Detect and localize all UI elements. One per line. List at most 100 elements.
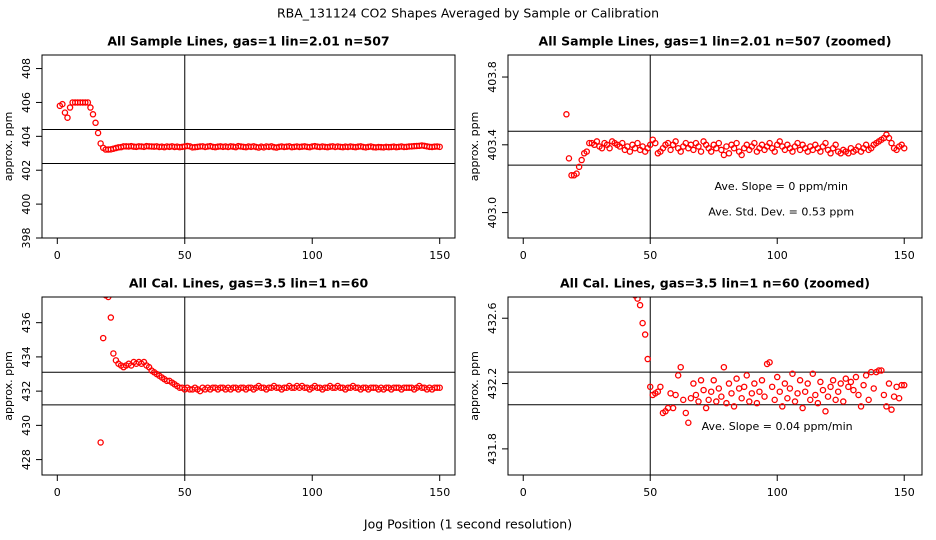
point xyxy=(105,297,112,301)
point xyxy=(87,104,94,111)
x-tick-label: 100 xyxy=(767,249,788,262)
point xyxy=(687,394,695,402)
point xyxy=(84,99,92,106)
point xyxy=(626,148,634,155)
point xyxy=(735,385,743,392)
y-tick-label: 408 xyxy=(20,58,33,79)
point xyxy=(652,139,659,147)
point xyxy=(728,390,735,397)
point xyxy=(97,439,104,446)
x-tick-label: 0 xyxy=(520,249,527,262)
point xyxy=(646,383,654,391)
point xyxy=(695,398,702,405)
point xyxy=(817,378,824,386)
panel-title: All Sample Lines, gas=1 lin=2.01 n=507 xyxy=(107,34,389,49)
point xyxy=(845,383,852,391)
point xyxy=(832,141,839,149)
panel-title: All Cal. Lines, gas=3.5 lin=1 n=60 xyxy=(129,276,369,291)
point xyxy=(685,419,692,426)
point xyxy=(761,393,768,400)
point xyxy=(695,143,702,150)
point xyxy=(794,390,801,397)
point xyxy=(667,146,674,154)
point xyxy=(804,380,811,387)
annotation: Ave. Slope = 0 ppm/min xyxy=(714,180,848,193)
point xyxy=(66,104,74,111)
point xyxy=(636,301,644,309)
point xyxy=(753,399,761,407)
point xyxy=(92,119,99,127)
plot-frame xyxy=(41,54,456,239)
point xyxy=(672,391,679,399)
point xyxy=(743,372,750,379)
point xyxy=(840,398,847,405)
point xyxy=(771,148,778,155)
point xyxy=(829,377,837,384)
point xyxy=(720,363,728,371)
point xyxy=(819,386,827,394)
point xyxy=(733,139,740,147)
point xyxy=(746,398,753,405)
y-axis-label: approx. ppm xyxy=(468,112,481,182)
point xyxy=(619,139,626,147)
point xyxy=(674,372,682,379)
point xyxy=(710,377,717,384)
point xyxy=(865,396,872,404)
point xyxy=(900,381,908,389)
x-tick-label: 150 xyxy=(894,249,915,262)
point xyxy=(850,386,857,394)
point xyxy=(634,139,641,147)
point xyxy=(784,394,791,402)
point xyxy=(834,388,842,395)
plot-area xyxy=(508,55,922,238)
point xyxy=(824,393,832,400)
y-tick-label: 434 xyxy=(20,346,33,367)
plot-frame xyxy=(507,296,923,476)
point xyxy=(885,134,893,142)
plot-area xyxy=(42,55,455,238)
point xyxy=(89,111,97,118)
point xyxy=(847,378,855,386)
point xyxy=(720,151,728,159)
point xyxy=(860,381,867,389)
point xyxy=(751,139,758,147)
y-tick-label: 430 xyxy=(20,415,33,436)
point xyxy=(806,396,814,404)
point xyxy=(672,138,679,145)
point xyxy=(59,100,66,108)
point xyxy=(433,143,441,150)
point xyxy=(786,385,794,392)
point xyxy=(436,384,443,391)
point xyxy=(725,380,733,387)
y-axis-label: approx. ppm xyxy=(2,112,15,182)
point xyxy=(862,372,870,379)
point xyxy=(756,388,763,395)
annotation: Ave. Std. Dev. = 0.53 ppm xyxy=(708,205,854,218)
y-axis-label: approx. ppm xyxy=(2,351,15,421)
y-tick-label: 404 xyxy=(20,126,33,147)
point xyxy=(64,114,71,121)
point xyxy=(61,109,69,116)
y-tick-label: 428 xyxy=(20,449,33,470)
x-tick-label: 0 xyxy=(54,249,61,262)
point xyxy=(690,146,697,154)
y-tick-label: 432.2 xyxy=(486,368,499,400)
point xyxy=(99,334,107,342)
point xyxy=(718,146,725,154)
point xyxy=(796,146,804,154)
point xyxy=(771,396,778,404)
chart-title: RBA_131124 CO2 Shapes Averaged by Sample… xyxy=(277,6,659,21)
point xyxy=(883,403,890,410)
y-axis-label: approx. ppm xyxy=(468,351,481,421)
y-tick-label: 432 xyxy=(20,381,33,402)
y-tick-label: 398 xyxy=(20,228,33,249)
point xyxy=(837,380,844,387)
point xyxy=(697,377,705,384)
y-tick-label: 402 xyxy=(20,160,33,181)
point xyxy=(697,148,705,155)
x-tick-label: 50 xyxy=(178,249,192,262)
point xyxy=(677,148,684,155)
point xyxy=(880,391,888,399)
y-tick-label: 403.8 xyxy=(486,61,499,93)
